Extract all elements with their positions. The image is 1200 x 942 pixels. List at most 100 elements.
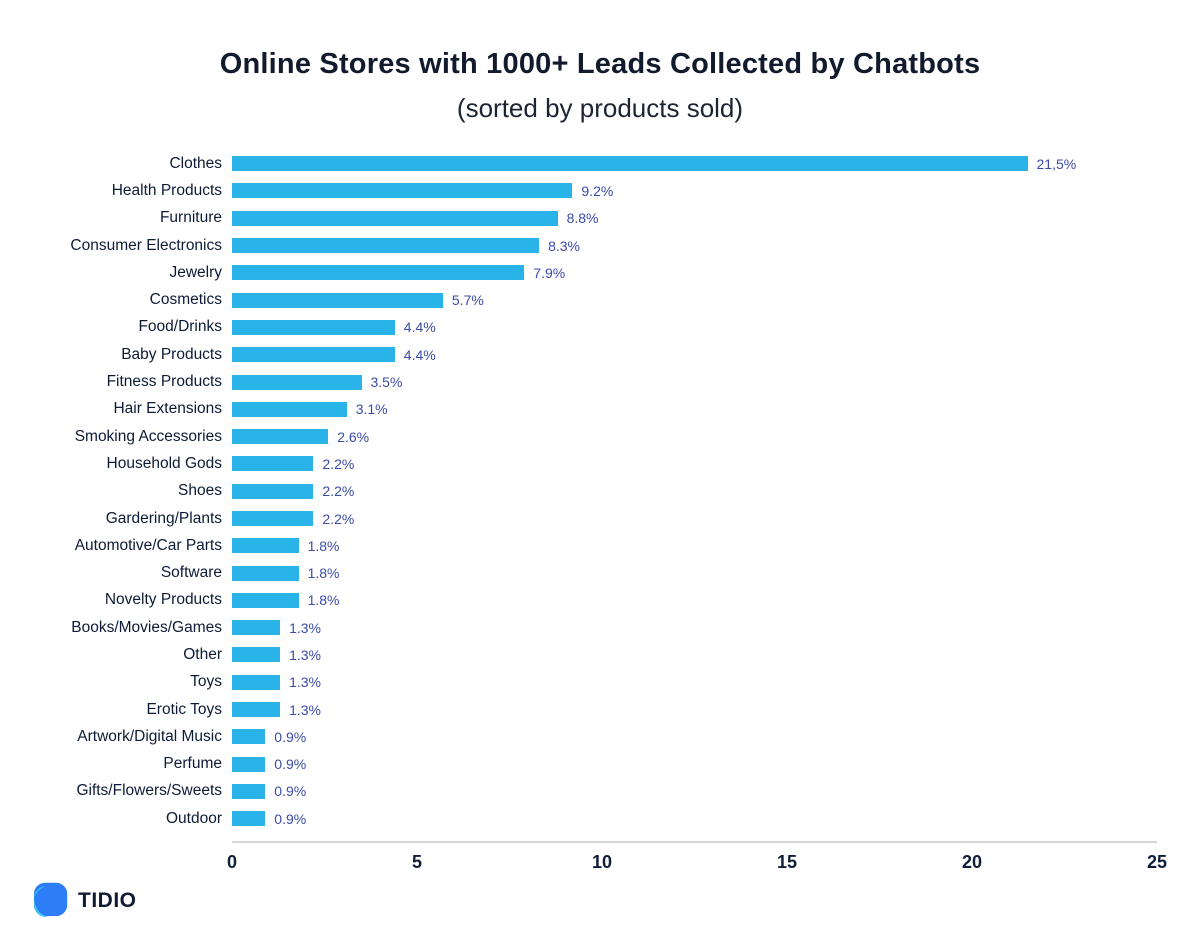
category-label: Food/Drinks bbox=[138, 318, 222, 336]
bar-track: 4.4% bbox=[232, 314, 1157, 341]
category-label: Furniture bbox=[159, 209, 222, 227]
bar-track: 1.8% bbox=[232, 532, 1157, 559]
bar-row: Automotive/Car Parts 1.8% bbox=[0, 532, 1157, 559]
category-label: Outdoor bbox=[165, 809, 222, 827]
bar-row: Furniture 8.8% bbox=[0, 205, 1157, 232]
bar bbox=[232, 319, 395, 335]
bar-track: 1.3% bbox=[232, 641, 1157, 668]
bar-track: 8.8% bbox=[232, 205, 1157, 232]
bar-row: Cosmetics 5.7% bbox=[0, 286, 1157, 313]
category-label: Cosmetics bbox=[149, 291, 222, 309]
bar-track: 2.2% bbox=[232, 478, 1157, 505]
value-label: 0.9% bbox=[274, 728, 307, 745]
value-label: 2.2% bbox=[322, 483, 355, 500]
value-label: 5.7% bbox=[451, 292, 484, 309]
value-label: 2.2% bbox=[322, 510, 355, 527]
value-label: 1.8% bbox=[307, 565, 340, 582]
bar-row: Fitness Products 3.5% bbox=[0, 368, 1157, 395]
bar-track: 2.2% bbox=[232, 450, 1157, 477]
bar bbox=[232, 238, 540, 254]
x-axis-line bbox=[232, 841, 1157, 844]
bar bbox=[232, 674, 281, 690]
bar-row: Smoking Accessories 2.6% bbox=[0, 423, 1157, 450]
bar-track: 7.9% bbox=[232, 259, 1157, 286]
value-label: 1.3% bbox=[289, 646, 322, 663]
category-label: Perfume bbox=[163, 755, 222, 773]
bar-row: Artwork/Digital Music 0.9% bbox=[0, 723, 1157, 750]
category-label: Fitness Products bbox=[106, 373, 222, 391]
value-label: 8.8% bbox=[566, 210, 599, 227]
category-label: Automotive/Car Parts bbox=[74, 536, 222, 554]
bar-row: Food/Drinks 4.4% bbox=[0, 314, 1157, 341]
bar-row: Books/Movies/Games 1.3% bbox=[0, 614, 1157, 641]
category-label: Other bbox=[183, 645, 222, 663]
bar-row: Perfume 0.9% bbox=[0, 751, 1157, 778]
value-label: 1.3% bbox=[289, 619, 322, 636]
bar bbox=[232, 702, 281, 718]
bar bbox=[232, 647, 281, 663]
bar-row: Gifts/Flowers/Sweets 0.9% bbox=[0, 778, 1157, 805]
bar-track: 21,5% bbox=[232, 150, 1157, 177]
x-axis-tick-label: 25 bbox=[1146, 852, 1168, 873]
category-label: Household Gods bbox=[106, 454, 222, 472]
category-label: Software bbox=[160, 564, 222, 582]
bar-row: Novelty Products 1.8% bbox=[0, 587, 1157, 614]
category-label: Shoes bbox=[178, 482, 222, 500]
category-label: Novelty Products bbox=[104, 591, 222, 609]
x-axis-tick-label: 10 bbox=[591, 852, 613, 873]
bar-row: Toys 1.3% bbox=[0, 669, 1157, 696]
category-label: Baby Products bbox=[121, 345, 222, 363]
value-label: 1.3% bbox=[289, 701, 322, 718]
value-label: 3.1% bbox=[355, 401, 388, 418]
bar-track: 1.3% bbox=[232, 669, 1157, 696]
value-label: 2.2% bbox=[322, 455, 355, 472]
value-label: 8.3% bbox=[548, 237, 581, 254]
category-label: Erotic Toys bbox=[146, 700, 222, 718]
bar bbox=[232, 456, 314, 472]
value-label: 4.4% bbox=[403, 319, 436, 336]
bar-chart: Clothes 21,5% Health Products 9.2% Furniture… bbox=[0, 150, 1167, 879]
category-label: Gifts/Flowers/Sweets bbox=[76, 782, 222, 800]
bar-row: Clothes 21,5% bbox=[0, 150, 1157, 177]
x-axis-tick-label: 0 bbox=[226, 852, 238, 873]
value-label: 3.5% bbox=[370, 374, 403, 391]
bar-track: 1.8% bbox=[232, 559, 1157, 586]
brand-logo: TIDIO bbox=[30, 882, 137, 920]
chart-subtitle: (sorted by products sold) bbox=[456, 93, 744, 123]
category-label: Hair Extensions bbox=[113, 400, 222, 418]
bar-row: Software 1.8% bbox=[0, 559, 1157, 586]
bar bbox=[232, 511, 314, 526]
bar bbox=[232, 347, 395, 363]
bar bbox=[232, 429, 329, 445]
bar-row: Shoes 2.2% bbox=[0, 478, 1157, 505]
tidio-logo-icon bbox=[33, 882, 68, 917]
bar-row: Outdoor 0.9% bbox=[0, 805, 1157, 832]
bar bbox=[232, 811, 266, 827]
value-label: 4.4% bbox=[403, 346, 436, 363]
bar bbox=[232, 592, 299, 608]
category-label: Toys bbox=[190, 673, 222, 691]
category-label: Smoking Accessories bbox=[74, 427, 222, 445]
value-label: 7.9% bbox=[533, 264, 566, 281]
bar bbox=[232, 538, 299, 554]
bar-row: Consumer Electronics 8.3% bbox=[0, 232, 1157, 259]
bar-row: Jewelry 7.9% bbox=[0, 259, 1157, 286]
bar-rows: Clothes 21,5% Health Products 9.2% Furniture… bbox=[0, 150, 1157, 832]
bar-track: 2.2% bbox=[232, 505, 1157, 532]
value-label: 1.3% bbox=[289, 674, 322, 691]
value-label: 0.9% bbox=[274, 783, 307, 800]
bar bbox=[232, 620, 281, 636]
bar bbox=[232, 265, 525, 281]
bar-row: Baby Products 4.4% bbox=[0, 341, 1157, 368]
value-label: 0.9% bbox=[274, 756, 307, 773]
bar-row: Erotic Toys 1.3% bbox=[0, 696, 1157, 723]
category-label: Clothes bbox=[169, 154, 222, 172]
category-label: Jewelry bbox=[169, 263, 222, 281]
bar-track: 1.8% bbox=[232, 587, 1157, 614]
bar bbox=[232, 565, 299, 581]
bar-track: 0.9% bbox=[232, 723, 1157, 750]
bar bbox=[232, 401, 347, 417]
bar-track: 0.9% bbox=[232, 751, 1157, 778]
value-label: 0.9% bbox=[274, 810, 307, 827]
